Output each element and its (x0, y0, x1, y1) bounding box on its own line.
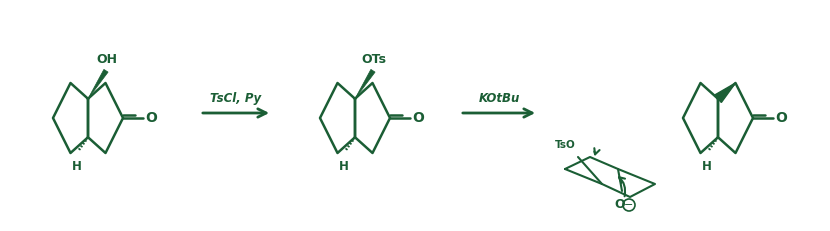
Text: O: O (775, 111, 787, 125)
Polygon shape (88, 69, 108, 99)
Text: H: H (72, 160, 82, 173)
Text: −: − (624, 200, 633, 210)
Polygon shape (715, 83, 735, 103)
Text: O: O (615, 198, 625, 212)
FancyArrowPatch shape (594, 148, 599, 154)
Polygon shape (355, 69, 375, 99)
Text: TsO: TsO (555, 140, 576, 150)
FancyArrowPatch shape (619, 177, 625, 196)
Text: H: H (702, 160, 712, 173)
Text: OH: OH (96, 53, 118, 66)
Text: O: O (145, 111, 157, 125)
Text: TsCl, Py: TsCl, Py (211, 92, 261, 105)
Text: OTs: OTs (362, 53, 387, 66)
Text: O: O (412, 111, 424, 125)
Text: H: H (339, 160, 349, 173)
Text: KOtBu: KOtBu (478, 92, 520, 105)
